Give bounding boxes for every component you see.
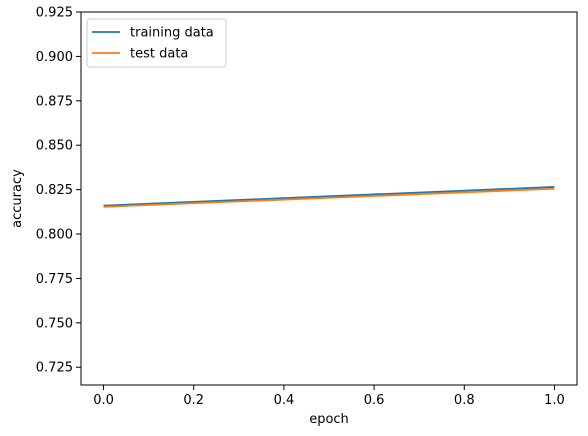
- y-tick-label: 0.825: [36, 183, 73, 198]
- legend-label-training-data: training data: [130, 26, 214, 41]
- x-tick-label: 0.2: [183, 393, 204, 408]
- series-line-training-data: [103, 186, 555, 207]
- legend-label-test-data: test data: [130, 47, 188, 62]
- x-tick-label: 0.6: [364, 393, 385, 408]
- x-tick-label: 1.0: [544, 393, 565, 408]
- x-tick-label: 0.4: [274, 393, 295, 408]
- y-tick-label: 0.875: [36, 94, 73, 109]
- y-tick-label: 0.725: [36, 361, 73, 376]
- x-tick-label: 0.0: [93, 393, 114, 408]
- y-tick-label: 0.925: [36, 6, 73, 21]
- legend-box: [86, 18, 227, 68]
- plot-area: [80, 11, 578, 386]
- y-axis-label: accuracy: [10, 169, 25, 228]
- y-tick-label: 0.900: [36, 50, 73, 65]
- x-tick-label: 0.8: [454, 393, 475, 408]
- axes-frame: [80, 11, 578, 386]
- y-tick-label: 0.800: [36, 228, 73, 243]
- x-axis-label: epoch: [309, 412, 349, 427]
- y-tick-label: 0.850: [36, 139, 73, 154]
- legend: training data test data: [86, 18, 227, 68]
- y-axis-ticks: 0.725 0.750 0.775 0.800 0.825 0.850 0.875 0.900…: [36, 6, 81, 376]
- y-tick-label: 0.775: [36, 272, 73, 287]
- series-line-test-data: [103, 187, 555, 208]
- y-tick-label: 0.750: [36, 316, 73, 331]
- x-axis-ticks: 0.0 0.2 0.4 0.6 0.8 1.0: [93, 385, 565, 408]
